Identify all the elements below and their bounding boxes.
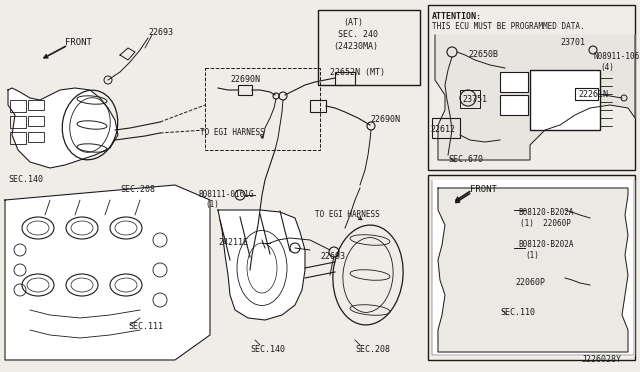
Text: 22690N: 22690N <box>230 75 260 84</box>
Text: (1)  22060P: (1) 22060P <box>520 219 571 228</box>
Bar <box>500 95 528 115</box>
Text: (1): (1) <box>205 200 219 209</box>
Text: SEC. 240: SEC. 240 <box>338 30 378 39</box>
Bar <box>238 85 252 95</box>
Text: FRONT: FRONT <box>65 38 92 47</box>
Text: 22693: 22693 <box>320 252 345 261</box>
Text: B08111-0161G: B08111-0161G <box>198 190 253 199</box>
Text: 22690N: 22690N <box>370 115 400 124</box>
Text: THIS ECU MUST BE PROGRAMMED DATA.: THIS ECU MUST BE PROGRAMMED DATA. <box>432 22 584 31</box>
Text: N08911-1062G: N08911-1062G <box>594 52 640 61</box>
Text: SEC.208: SEC.208 <box>120 185 155 194</box>
Text: (24230MA): (24230MA) <box>333 42 378 51</box>
Bar <box>28 132 44 142</box>
Text: (AT): (AT) <box>343 18 363 27</box>
Bar <box>28 100 44 110</box>
Polygon shape <box>218 210 305 320</box>
Text: SEC.208: SEC.208 <box>355 345 390 354</box>
Text: B08120-B202A: B08120-B202A <box>518 240 573 249</box>
Text: J226028Y: J226028Y <box>582 355 622 364</box>
Bar <box>205 68 320 150</box>
Polygon shape <box>432 180 634 355</box>
Text: TO EGI HARNESS: TO EGI HARNESS <box>200 128 265 137</box>
Bar <box>28 116 44 126</box>
Text: SEC.670: SEC.670 <box>448 155 483 164</box>
Bar <box>500 72 528 92</box>
Bar <box>460 90 480 108</box>
Text: TO EGI HARNESS: TO EGI HARNESS <box>315 210 380 219</box>
Text: ATTENTION:: ATTENTION: <box>432 12 482 21</box>
Bar <box>248 238 262 248</box>
Text: (4): (4) <box>600 63 614 72</box>
Polygon shape <box>438 188 628 352</box>
Bar <box>530 70 600 130</box>
Text: 22060P: 22060P <box>515 278 545 287</box>
Bar <box>335 72 355 85</box>
Bar <box>318 10 420 85</box>
Bar <box>10 132 26 144</box>
Text: 22652N (MT): 22652N (MT) <box>330 68 385 77</box>
Bar <box>310 100 326 112</box>
Text: 22650B: 22650B <box>468 50 498 59</box>
Text: FRONT: FRONT <box>470 185 497 194</box>
Bar <box>10 100 26 112</box>
Polygon shape <box>5 185 210 360</box>
Text: SEC.110: SEC.110 <box>500 308 535 317</box>
Polygon shape <box>435 35 635 160</box>
Text: 22261N: 22261N <box>578 90 608 99</box>
Text: B08120-B202A: B08120-B202A <box>518 208 573 217</box>
Text: (1): (1) <box>525 251 539 260</box>
Text: 22693: 22693 <box>148 28 173 37</box>
Bar <box>432 118 460 138</box>
Text: SEC.111: SEC.111 <box>128 322 163 331</box>
Text: 22612: 22612 <box>430 125 455 134</box>
Bar <box>10 116 26 128</box>
Polygon shape <box>8 88 118 168</box>
Text: 23751: 23751 <box>462 95 487 104</box>
Bar <box>575 88 598 100</box>
Bar <box>428 175 635 360</box>
Text: SEC.140: SEC.140 <box>250 345 285 354</box>
Text: 23701: 23701 <box>560 38 585 47</box>
Text: 24211E: 24211E <box>218 238 248 247</box>
Bar <box>428 5 635 170</box>
Text: SEC.140: SEC.140 <box>8 175 43 184</box>
